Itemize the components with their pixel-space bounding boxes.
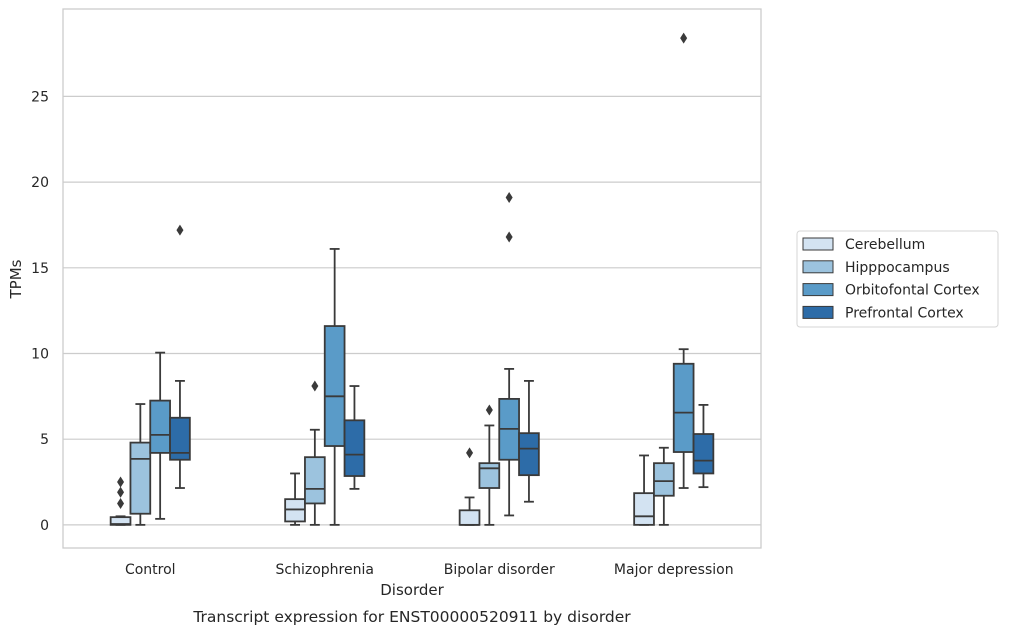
y-tick-label: 20 xyxy=(31,175,49,191)
box xyxy=(323,325,346,447)
outlier-point xyxy=(505,231,513,243)
outlier-point xyxy=(117,476,125,488)
legend-frame xyxy=(796,230,999,328)
legend-swatch xyxy=(802,237,834,251)
outlier-point xyxy=(466,447,474,459)
y-tick-label: 10 xyxy=(31,346,49,362)
box xyxy=(633,492,655,526)
box xyxy=(478,462,501,489)
outlier-point xyxy=(505,192,513,204)
box xyxy=(692,433,715,475)
legend-label: Orbitofontal Cortex xyxy=(845,283,980,299)
box xyxy=(129,441,152,515)
y-tick-label: 5 xyxy=(40,432,49,448)
legend-label: Hipppocampus xyxy=(845,260,950,276)
outlier-point xyxy=(176,224,184,236)
box xyxy=(518,432,540,477)
box xyxy=(149,399,171,454)
boxes xyxy=(109,32,715,526)
outlier-point xyxy=(680,32,688,44)
legend-label: Prefrontal Cortex xyxy=(845,305,964,321)
box xyxy=(672,362,695,453)
plot-frame xyxy=(62,8,762,549)
y-axis-ticks: 0 5 10 15 20 25 xyxy=(31,89,49,533)
box xyxy=(169,416,191,461)
y-tick-label: 0 xyxy=(40,518,49,534)
legend-swatch xyxy=(802,305,834,319)
legend-swatch xyxy=(802,260,834,274)
box xyxy=(304,456,326,505)
box xyxy=(343,419,366,477)
outlier-point xyxy=(117,486,125,498)
chart-caption: Transcript expression for ENST0000052091… xyxy=(192,608,631,626)
x-axis-ticks: Control Schizophrenia Bipolar disorder Majo… xyxy=(125,562,734,578)
legend: Cerebellum Hipppocampus Orbitofontal Corte… xyxy=(796,230,999,328)
outlier-point xyxy=(311,380,319,392)
x-axis-title: Disorder xyxy=(380,581,444,599)
x-tick-label: Major depression xyxy=(614,562,734,578)
box xyxy=(653,462,675,497)
legend-swatch xyxy=(802,283,834,297)
y-tick-label: 15 xyxy=(31,261,49,277)
y-tick-label: 25 xyxy=(31,89,49,105)
x-tick-label: Control xyxy=(125,562,176,578)
y-axis-title: TPMs xyxy=(7,259,25,299)
outlier-point xyxy=(117,497,125,509)
legend-label: Cerebellum xyxy=(845,237,925,253)
x-tick-label: Schizophrenia xyxy=(276,562,374,578)
x-tick-label: Bipolar disorder xyxy=(444,562,555,578)
outlier-point xyxy=(485,404,493,416)
box xyxy=(458,509,481,526)
